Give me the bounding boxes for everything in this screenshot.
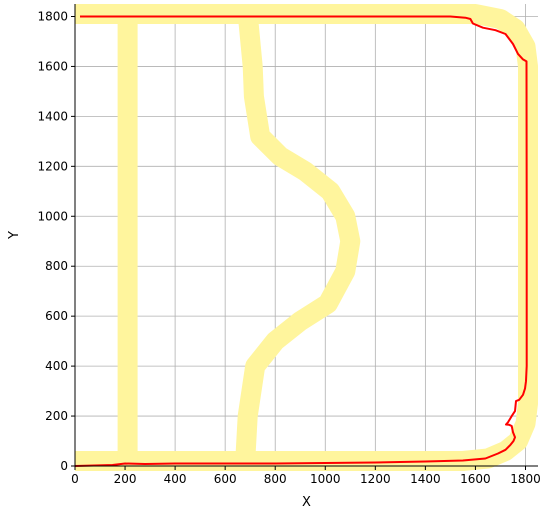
y-tick-label-9: 1800 <box>37 9 68 23</box>
x-tick-label-3: 600 <box>214 472 237 486</box>
y-ticks: 0 200 400 600 800 1000 1200 1400 1600 1800 <box>37 9 75 473</box>
track-bands <box>75 4 538 471</box>
x-tick-label-9: 1800 <box>510 472 541 486</box>
x-ticks: 0 200 400 600 800 1000 1200 1400 1600 1800 <box>71 466 541 486</box>
y-tick-label-6: 1200 <box>37 159 68 173</box>
x-axis-label: X <box>302 495 311 510</box>
y-tick-label-7: 1400 <box>37 109 68 123</box>
track-band-2 <box>235 13 361 462</box>
x-tick-label-1: 200 <box>114 472 137 486</box>
y-tick-label-2: 400 <box>45 359 68 373</box>
y-tick-label-1: 200 <box>45 409 68 423</box>
x-tick-label-7: 1400 <box>410 472 441 486</box>
x-tick-label-5: 1000 <box>310 472 341 486</box>
track-band-0 <box>75 4 538 471</box>
x-tick-label-0: 0 <box>71 472 79 486</box>
grid <box>74 4 538 467</box>
path-lines <box>74 15 528 467</box>
y-tick-label-8: 1600 <box>37 59 68 73</box>
y-tick-label-0: 0 <box>60 459 68 473</box>
x-tick-label-8: 1600 <box>460 472 491 486</box>
y-tick-label-3: 600 <box>45 309 68 323</box>
y-axis-label: Y <box>7 231 22 240</box>
path-line-1 <box>74 15 528 467</box>
x-tick-label-4: 800 <box>264 472 287 486</box>
x-tick-label-2: 400 <box>164 472 187 486</box>
y-tick-label-4: 800 <box>45 259 68 273</box>
y-tick-label-5: 1000 <box>37 209 68 223</box>
axes <box>74 4 538 467</box>
x-tick-label-6: 1200 <box>360 472 391 486</box>
